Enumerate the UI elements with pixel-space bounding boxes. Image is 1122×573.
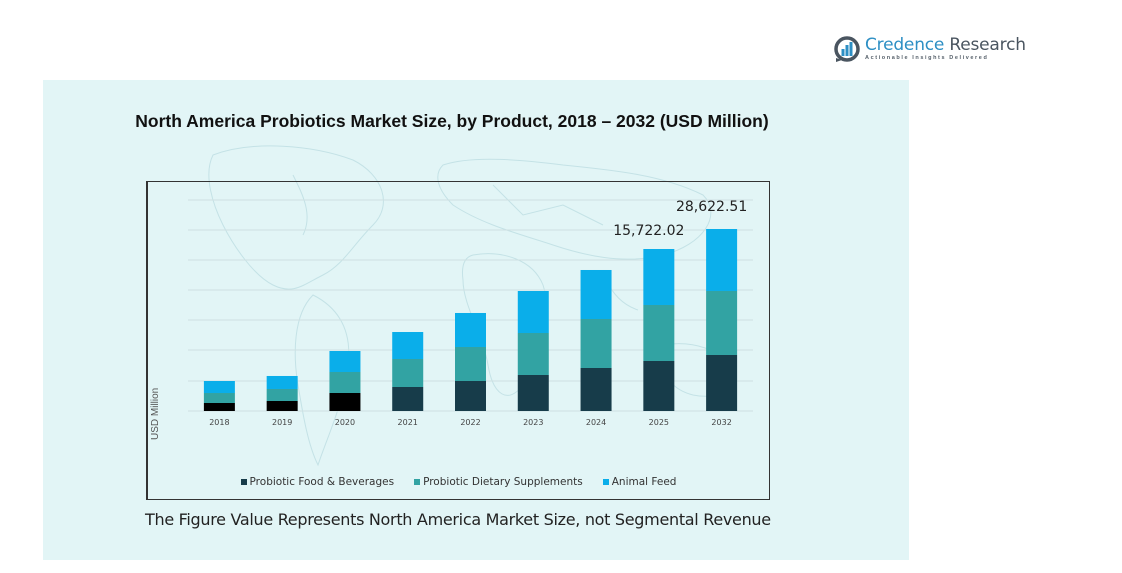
x-tick-label: 2019 — [272, 418, 292, 427]
bar-segment-dietary-supplements — [266, 388, 298, 401]
y-axis-label: USD Million — [150, 387, 161, 440]
bar-segment-dietary-supplements — [706, 290, 738, 355]
bar-segment-dietary-supplements — [392, 359, 424, 388]
legend-swatch — [602, 479, 609, 485]
x-tick-label: 2018 — [209, 418, 229, 427]
credence-research-logo: Credence Research Actionable Insights De… — [834, 36, 1026, 62]
legend-item-animal-feed: Animal Feed — [602, 476, 677, 488]
x-tick-label: 2021 — [398, 418, 418, 427]
bar-segment-food-beverages — [203, 403, 235, 411]
bar-segment-animal-feed — [266, 375, 298, 389]
bar-segment-animal-feed — [455, 312, 486, 347]
brand-tagline: Actionable Insights Delivered — [865, 54, 989, 61]
legend-item-dietary-supplements: Probiotic Dietary Supplements — [414, 476, 583, 488]
x-tick-label: 2023 — [523, 418, 543, 427]
bar-segment-food-beverages — [517, 374, 549, 411]
stacked-bar-plot: 2018 2019 2020 2021 2022 2023 2024 2025 15,722.0… — [188, 199, 753, 427]
legend: Probiotic Food & Beverages Probiotic Die… — [148, 476, 769, 488]
bar-segment-animal-feed — [580, 269, 612, 319]
bar-segment-dietary-supplements — [643, 304, 675, 361]
x-tick-label: 2025 — [649, 418, 669, 427]
bar-segment-dietary-supplements — [203, 393, 235, 404]
bar-segment-animal-feed — [643, 249, 675, 305]
bar-segment-animal-feed — [706, 229, 738, 291]
bar-segment-food-beverages — [455, 380, 486, 411]
legend-label: Probiotic Dietary Supplements — [423, 476, 583, 488]
plot-area: 2018 2019 2020 2021 2022 2023 2024 2025 15,722.0… — [146, 181, 770, 500]
x-tick-label: 2022 — [460, 418, 480, 427]
data-label: 15,722.02 — [613, 223, 684, 239]
legend-item-food-beverages: Probiotic Food & Beverages — [240, 476, 395, 488]
bar-segment-dietary-supplements — [455, 346, 486, 381]
bar-segment-dietary-supplements — [517, 332, 549, 375]
legend-swatch — [414, 479, 421, 485]
bar-segment-food-beverages — [580, 368, 612, 411]
bar-segment-animal-feed — [203, 381, 235, 394]
data-label: 28,622.51 — [676, 199, 747, 215]
bar-segment-animal-feed — [517, 290, 549, 333]
bar-segment-food-beverages — [706, 354, 738, 411]
bar-segment-food-beverages — [643, 360, 675, 411]
chart-panel: North America Probiotics Market Size, by… — [43, 80, 909, 560]
bar-segment-dietary-supplements — [329, 371, 361, 393]
bar-segment-dietary-supplements — [580, 318, 612, 369]
bar-chart-logo-icon — [834, 36, 860, 62]
footnote: The Figure Value Represents North Americ… — [145, 510, 771, 529]
bar-segment-food-beverages — [266, 400, 298, 411]
x-tick-label: 2032 — [711, 418, 731, 427]
bar-segment-food-beverages — [392, 387, 424, 411]
x-tick-label: 2024 — [586, 418, 606, 427]
legend-label: Probiotic Food & Beverages — [249, 476, 395, 488]
bar-segment-animal-feed — [392, 332, 424, 360]
legend-swatch — [240, 479, 247, 485]
x-tick-label: 2020 — [335, 418, 355, 427]
brand-name: Credence Research — [865, 34, 1026, 55]
bar-segment-animal-feed — [329, 350, 361, 372]
legend-label: Animal Feed — [611, 476, 677, 488]
chart-title: North America Probiotics Market Size, by… — [135, 111, 769, 131]
bar-segment-food-beverages — [329, 392, 361, 411]
